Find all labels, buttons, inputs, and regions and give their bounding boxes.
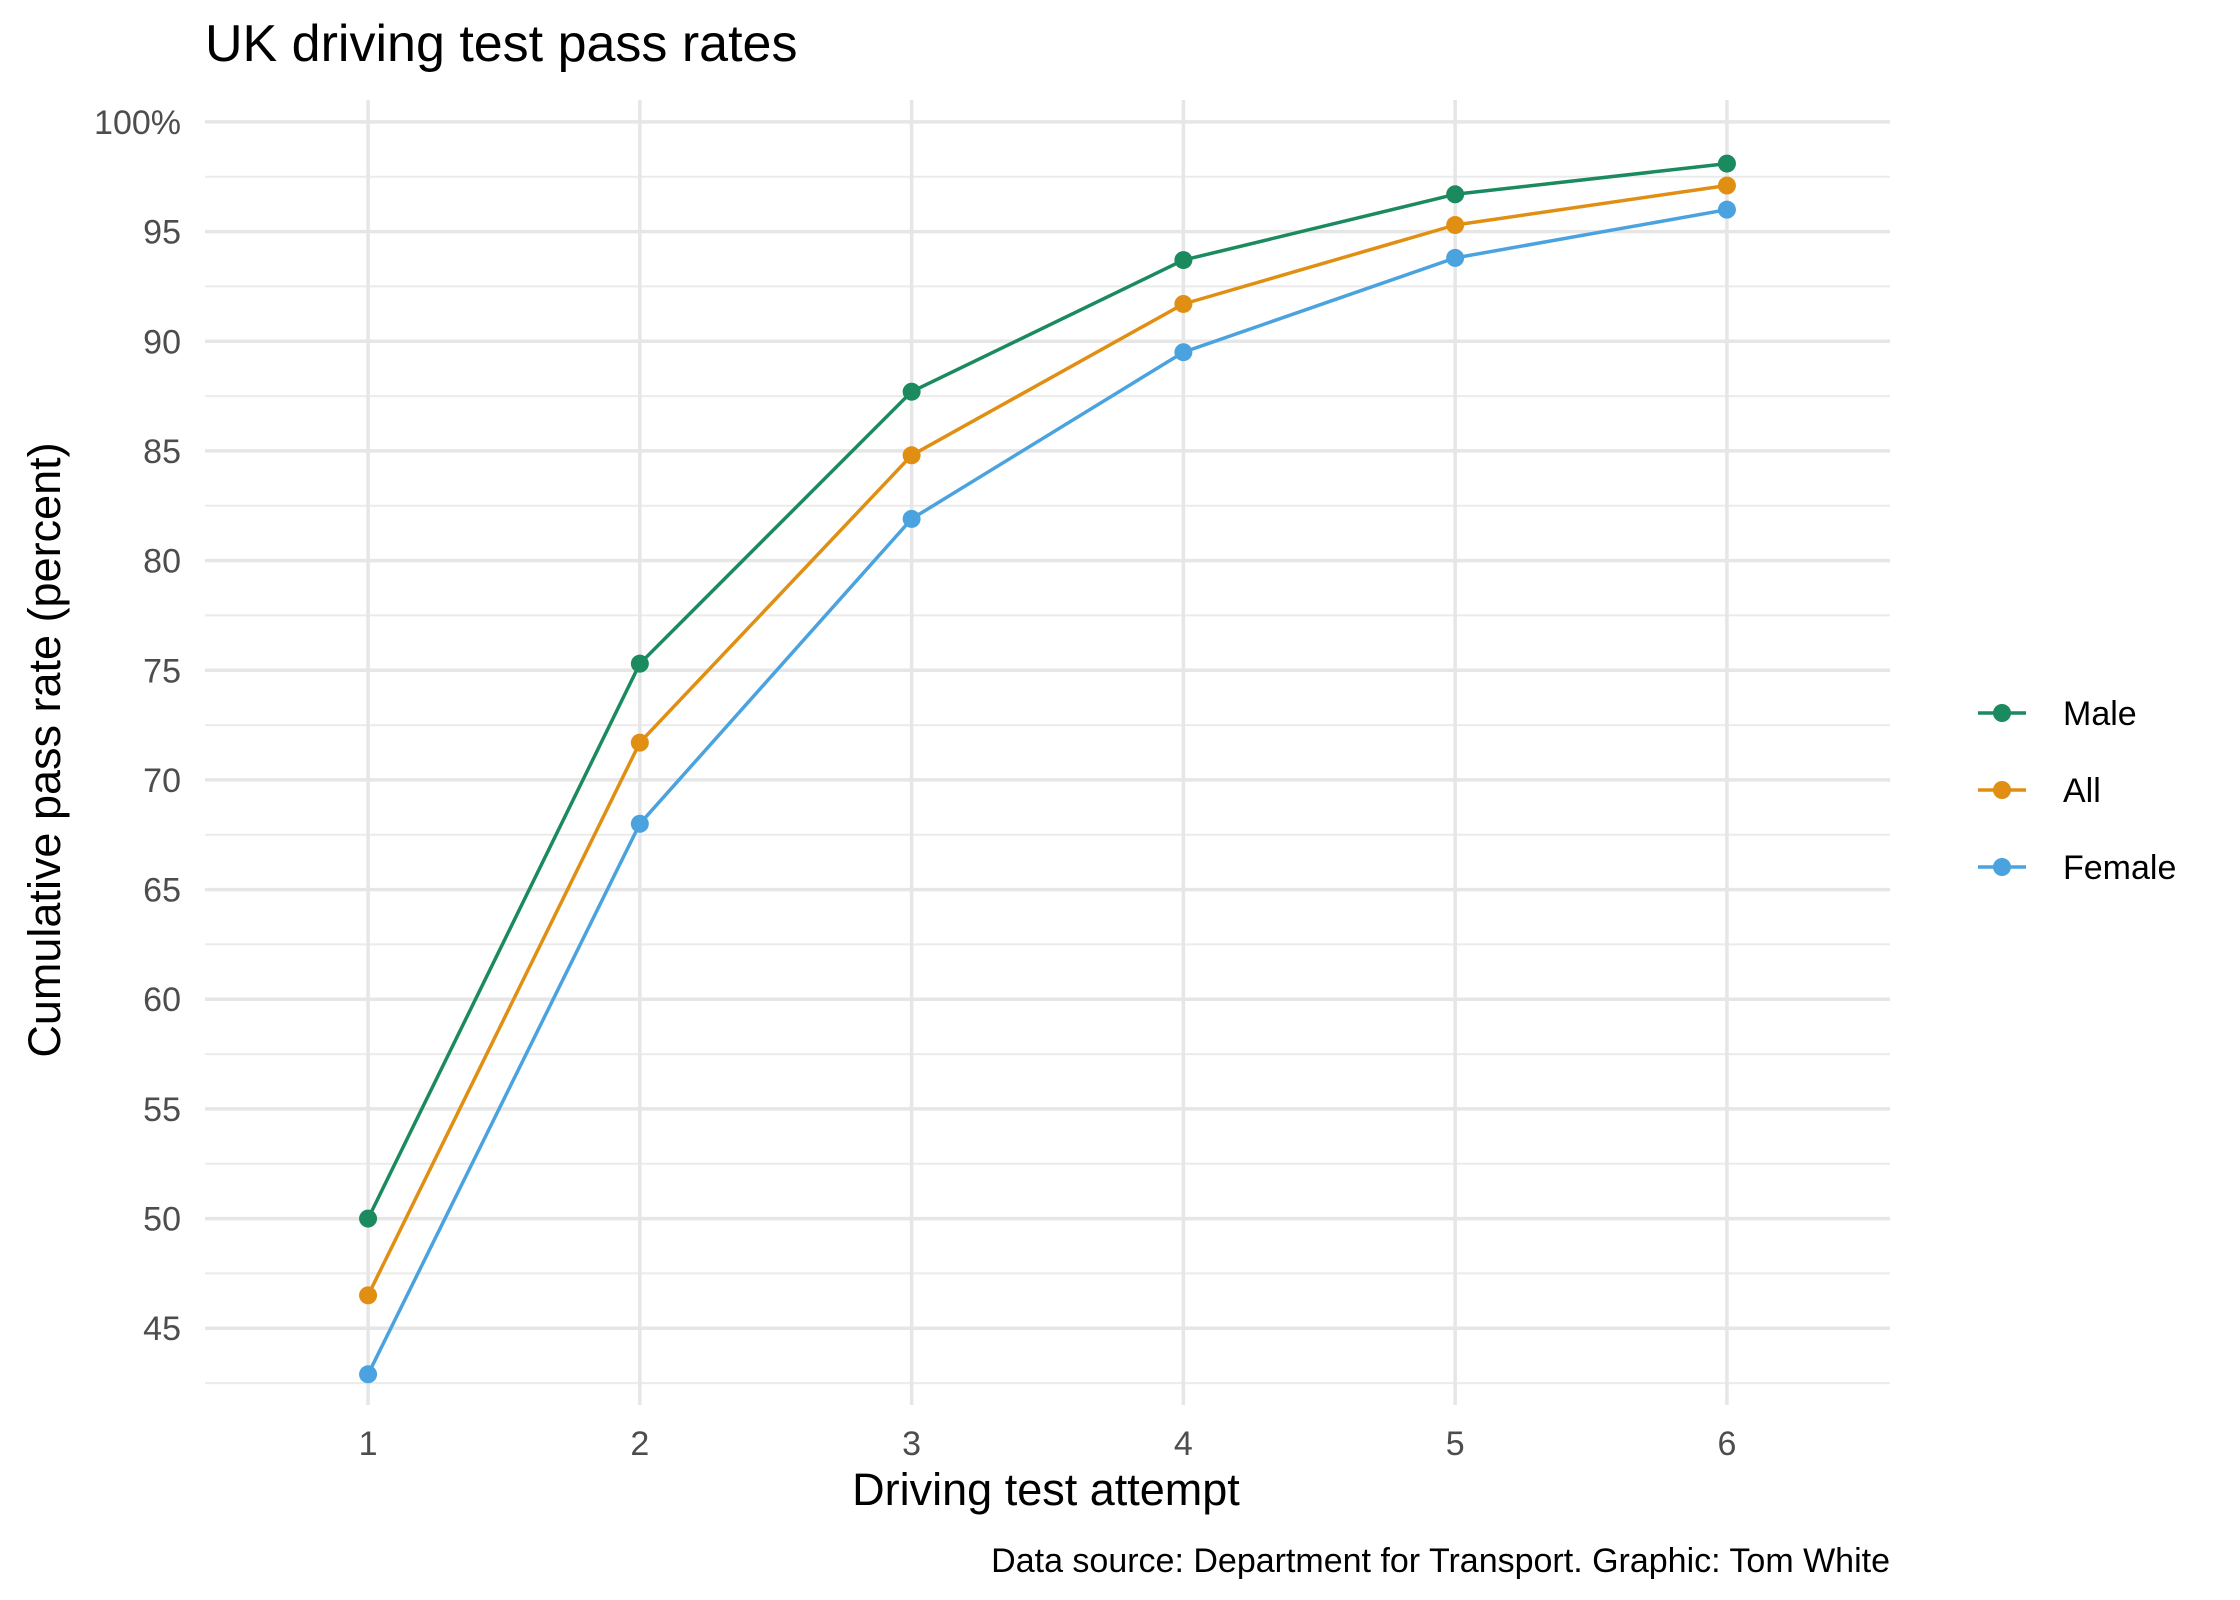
legend-key-female bbox=[1993, 858, 2011, 876]
data-point-female bbox=[1446, 248, 1465, 267]
series-line-all bbox=[366, 183, 1728, 1297]
x-tick-label: 1 bbox=[359, 1425, 378, 1463]
x-tick-label: 2 bbox=[630, 1425, 649, 1463]
series-line-male bbox=[366, 161, 1728, 1220]
data-point-all bbox=[630, 733, 649, 752]
data-point-all bbox=[1174, 294, 1193, 313]
series-female bbox=[359, 200, 1736, 1384]
data-point-female bbox=[1717, 200, 1736, 219]
series-all bbox=[359, 176, 1736, 1305]
x-tick-label: 6 bbox=[1717, 1425, 1736, 1463]
y-tick-label: 75 bbox=[143, 652, 181, 690]
legend-key-all bbox=[1993, 781, 2011, 799]
caption: Data source: Department for Transport. G… bbox=[991, 1542, 1890, 1580]
y-tick-label: 50 bbox=[143, 1201, 181, 1239]
y-tick-label: 100% bbox=[94, 104, 181, 142]
series-line-female bbox=[366, 207, 1728, 1376]
data-point-male bbox=[902, 382, 921, 401]
data-point-female bbox=[630, 814, 649, 833]
data-point-male bbox=[359, 1209, 378, 1228]
legend-label-male: Male bbox=[2063, 695, 2137, 733]
y-axis-tick-labels: 45 50 55 60 65 70 75 80 85 90 95 100% bbox=[94, 104, 181, 1348]
legend: Male All Female bbox=[1978, 695, 2176, 887]
y-tick-label: 85 bbox=[143, 433, 181, 471]
data-point-all bbox=[1446, 216, 1465, 235]
data-point-all bbox=[902, 446, 921, 465]
y-tick-label: 95 bbox=[143, 214, 181, 252]
data-point-male bbox=[1174, 251, 1193, 270]
legend-label-female: Female bbox=[2063, 849, 2176, 887]
data-point-female bbox=[359, 1365, 378, 1384]
x-tick-label: 5 bbox=[1446, 1425, 1465, 1463]
data-point-all bbox=[1717, 176, 1736, 195]
x-axis-title: Driving test attempt bbox=[852, 1464, 1240, 1515]
data-point-all bbox=[359, 1286, 378, 1305]
data-point-male bbox=[1446, 185, 1465, 204]
y-tick-label: 45 bbox=[143, 1310, 181, 1348]
y-tick-label: 70 bbox=[143, 762, 181, 800]
x-tick-label: 3 bbox=[902, 1425, 921, 1463]
y-tick-label: 65 bbox=[143, 872, 181, 910]
x-axis-tick-labels: 1 2 3 4 5 6 bbox=[359, 1425, 1737, 1463]
legend-key-male bbox=[1993, 704, 2011, 722]
data-point-male bbox=[630, 654, 649, 673]
y-tick-label: 60 bbox=[143, 981, 181, 1019]
grid-lines bbox=[205, 100, 1890, 1405]
x-tick-label: 4 bbox=[1174, 1425, 1193, 1463]
y-tick-label: 55 bbox=[143, 1091, 181, 1129]
y-tick-label: 80 bbox=[143, 543, 181, 581]
data-point-male bbox=[1717, 154, 1736, 173]
series-layer bbox=[359, 154, 1736, 1384]
y-tick-label: 90 bbox=[143, 323, 181, 361]
data-point-female bbox=[902, 509, 921, 528]
y-axis-title: Cumulative pass rate (percent) bbox=[19, 442, 70, 1057]
data-point-female bbox=[1174, 343, 1193, 362]
chart-title: UK driving test pass rates bbox=[205, 15, 798, 73]
legend-label-all: All bbox=[2063, 772, 2101, 810]
series-male bbox=[359, 154, 1736, 1228]
